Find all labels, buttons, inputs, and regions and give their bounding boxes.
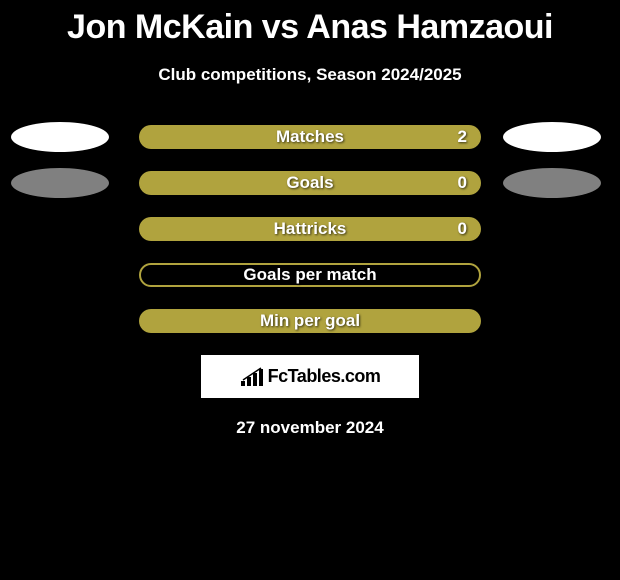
stat-row-matches: Matches 2 bbox=[0, 125, 620, 149]
stat-bar-hattricks: Hattricks 0 bbox=[139, 217, 481, 241]
stat-bar-matches: Matches 2 bbox=[139, 125, 481, 149]
stat-label-goals-per-match: Goals per match bbox=[243, 265, 376, 285]
stat-value-goals: 0 bbox=[458, 173, 467, 193]
logo-text: FcTables.com bbox=[268, 366, 381, 387]
subtitle: Club competitions, Season 2024/2025 bbox=[0, 65, 620, 85]
stat-label-hattricks: Hattricks bbox=[274, 219, 347, 239]
stat-row-goals: Goals 0 bbox=[0, 171, 620, 195]
stat-row-goals-per-match: Goals per match bbox=[0, 263, 620, 287]
stat-bar-goals: Goals 0 bbox=[139, 171, 481, 195]
stat-row-min-per-goal: Min per goal bbox=[0, 309, 620, 333]
ellipse-right-matches bbox=[503, 122, 601, 152]
stats-area: Matches 2 Goals 0 Hattricks 0 Goals per … bbox=[0, 125, 620, 333]
ellipse-right-goals bbox=[503, 168, 601, 198]
ellipse-left-goals bbox=[11, 168, 109, 198]
stat-value-hattricks: 0 bbox=[458, 219, 467, 239]
stat-label-matches: Matches bbox=[276, 127, 344, 147]
stat-value-matches: 2 bbox=[458, 127, 467, 147]
chart-icon bbox=[240, 367, 264, 387]
stat-label-goals: Goals bbox=[286, 173, 333, 193]
stat-bar-goals-per-match: Goals per match bbox=[139, 263, 481, 287]
logo-box[interactable]: FcTables.com bbox=[201, 355, 419, 398]
stat-label-min-per-goal: Min per goal bbox=[260, 311, 360, 331]
logo-content: FcTables.com bbox=[240, 366, 381, 387]
ellipse-left-matches bbox=[11, 122, 109, 152]
date-text: 27 november 2024 bbox=[0, 418, 620, 438]
stat-row-hattricks: Hattricks 0 bbox=[0, 217, 620, 241]
main-container: Jon McKain vs Anas Hamzaoui Club competi… bbox=[0, 0, 620, 438]
page-title: Jon McKain vs Anas Hamzaoui bbox=[0, 0, 620, 47]
stat-bar-min-per-goal: Min per goal bbox=[139, 309, 481, 333]
